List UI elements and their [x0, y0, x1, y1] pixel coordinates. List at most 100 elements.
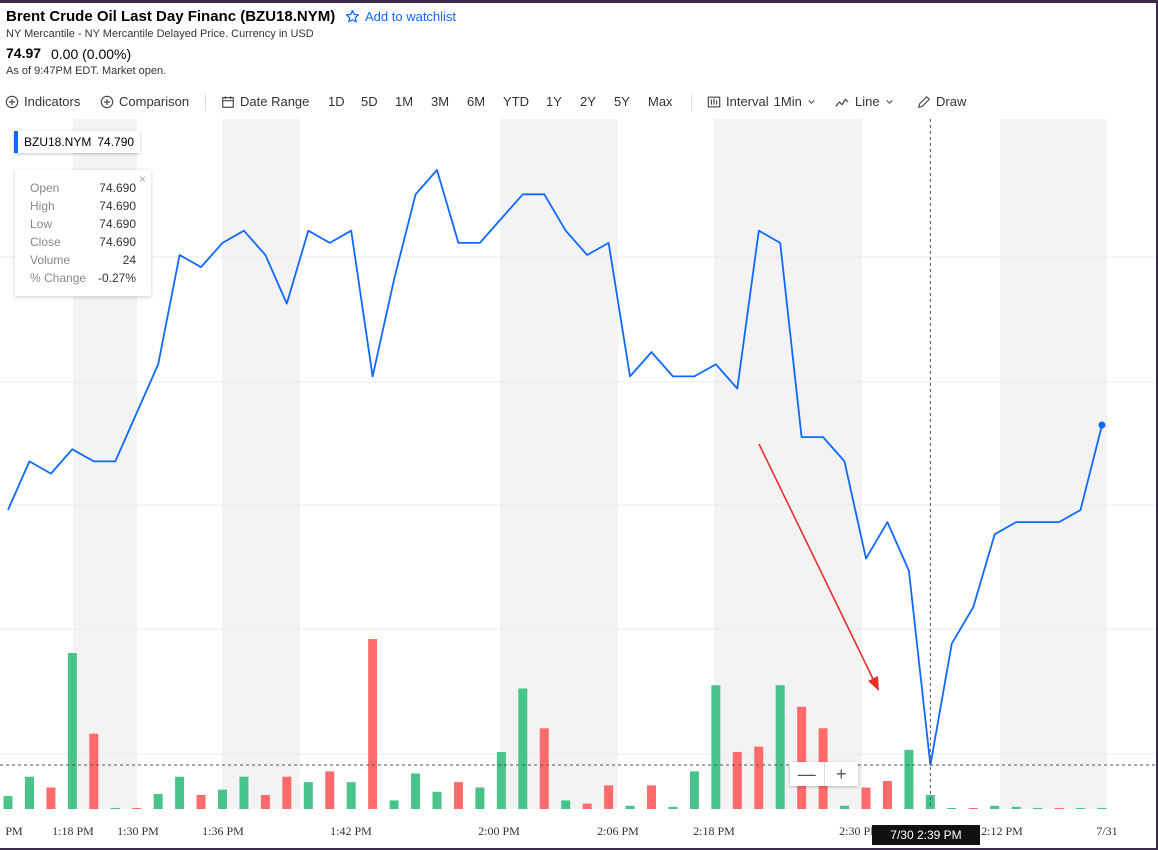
volume-bar: [218, 789, 227, 809]
zoom-control: — +: [790, 762, 858, 786]
chevron-down-icon: [885, 100, 893, 104]
volume-bar: [647, 785, 656, 809]
toolbar-divider: [691, 94, 692, 111]
volume-bar: [432, 791, 442, 809]
tooltip-row-pct-change: % Change -0.27%: [30, 271, 136, 285]
tooltip-row-high: High 74.690: [30, 199, 136, 213]
volume-bar: [1097, 807, 1107, 809]
volume-bar: [325, 771, 335, 809]
quote-title: Brent Crude Oil Last Day Financ (BZU18.N…: [6, 8, 336, 25]
volume-bar: [754, 746, 764, 809]
series-legend[interactable]: BZU18.NYM 74.790: [14, 131, 141, 153]
range-1y[interactable]: 1Y: [546, 94, 562, 109]
indicators-button[interactable]: Indicators: [5, 94, 80, 109]
interval-dropdown[interactable]: Interval 1Min: [707, 94, 816, 109]
window-top-border: [0, 0, 1158, 3]
volume-bar: [861, 787, 871, 809]
calendar-icon: [222, 95, 234, 108]
volume-bar: [882, 781, 892, 809]
tooltip-row-low: Low 74.690: [30, 217, 136, 231]
range-1d[interactable]: 1D: [328, 94, 345, 109]
volume-bar: [925, 795, 935, 809]
volume-bar: [368, 639, 378, 809]
market-status: As of 9:47PM EDT. Market open.: [6, 65, 167, 77]
volume-bar: [346, 782, 356, 809]
toolbar-divider: [205, 94, 206, 111]
range-6m[interactable]: 6M: [467, 94, 486, 109]
chart-type-label: Line: [855, 94, 880, 109]
series-symbol: BZU18.NYM: [24, 135, 92, 149]
volume-bar: [453, 782, 463, 809]
volume-bar: [303, 782, 313, 809]
chart-toolbar: Indicators Comparison Date Range 1D 5D 1…: [0, 91, 1158, 113]
watchlist-label: Add to watchlist: [365, 9, 457, 24]
chart-type-dropdown[interactable]: Line: [834, 94, 894, 109]
x-tick-label: 2:18 PM: [693, 824, 735, 838]
comparison-label: Comparison: [119, 94, 190, 109]
range-1m[interactable]: 1M: [395, 94, 414, 109]
chevron-down-icon: [808, 100, 815, 104]
volume-bar: [604, 785, 614, 809]
pencil-icon: [917, 95, 931, 108]
volume-bar: [24, 776, 34, 809]
close-icon[interactable]: ×: [138, 172, 146, 186]
window-right-border: [1156, 0, 1158, 850]
time-band: [714, 119, 862, 809]
volume-bar: [625, 805, 635, 809]
volume-bar: [711, 685, 721, 809]
x-tick-label: 2:06 PM: [597, 824, 639, 838]
volume-bar: [46, 787, 56, 809]
volume-bar: [175, 776, 185, 809]
line-chart-icon: [835, 97, 849, 107]
volume-bar: [411, 773, 421, 809]
tooltip-row-open: Open 74.690: [30, 181, 136, 195]
date-range-button[interactable]: Date Range: [221, 94, 309, 109]
x-tick-label: PM: [5, 824, 23, 838]
range-5d[interactable]: 5D: [361, 94, 378, 109]
comparison-button[interactable]: Comparison: [100, 94, 189, 109]
volume-bar: [968, 807, 978, 809]
x-tick-label: 1:18 PM: [52, 824, 94, 838]
range-max[interactable]: Max: [648, 94, 673, 109]
time-band: [222, 119, 300, 809]
ohlc-tooltip: × Open 74.690 High 74.690 Low 74.690 Close 7…: [15, 170, 151, 296]
volume-bar: [732, 751, 742, 809]
volume-bar: [1054, 807, 1064, 809]
add-to-watchlist-link[interactable]: Add to watchlist: [345, 9, 456, 24]
volume-bar: [1033, 807, 1043, 809]
x-tick-label: 2:00 PM: [478, 824, 520, 838]
tooltip-row-close: Close 74.690: [30, 235, 136, 249]
volume-bar: [561, 800, 571, 809]
zoom-in-button[interactable]: +: [823, 762, 859, 786]
range-ytd[interactable]: YTD: [503, 94, 529, 109]
volume-bar: [3, 796, 13, 809]
crosshair-time-label: 7/30 2:39 PM: [872, 825, 980, 845]
series-last-value: 74.790: [97, 135, 135, 149]
tooltip-row-volume: Volume 24: [30, 253, 136, 267]
range-3m[interactable]: 3M: [431, 94, 450, 109]
volume-bar: [496, 751, 506, 809]
price-chart[interactable]: PM 1:18 PM 1:30 PM 1:36 PM 1:42 PM 2:00 PM 2:0…: [0, 119, 1156, 850]
x-tick-label: 1:30 PM: [117, 824, 159, 838]
x-tick-label: 1:42 PM: [330, 824, 372, 838]
volume-bar: [132, 807, 142, 809]
volume-bar: [389, 800, 399, 809]
zoom-out-button[interactable]: —: [797, 764, 816, 784]
x-tick-label: 2:30 PM: [839, 824, 881, 838]
annotation-arrow-shaft: [758, 443, 875, 682]
price-change: 0.00 (0.00%): [51, 46, 132, 62]
range-2y[interactable]: 2Y: [580, 94, 596, 109]
volume-bar: [518, 688, 528, 809]
volume-bar: [904, 749, 914, 809]
volume-bar: [668, 806, 678, 809]
volume-bar: [539, 728, 549, 809]
time-band: [500, 119, 618, 809]
volume-bar: [947, 807, 957, 809]
volume-bar: [260, 795, 270, 809]
range-5y[interactable]: 5Y: [614, 94, 630, 109]
draw-button[interactable]: Draw: [917, 94, 966, 109]
star-icon: [345, 9, 360, 23]
volume-bar: [797, 706, 807, 809]
candlestick-icon: [707, 96, 721, 107]
volume-bar: [89, 733, 99, 809]
